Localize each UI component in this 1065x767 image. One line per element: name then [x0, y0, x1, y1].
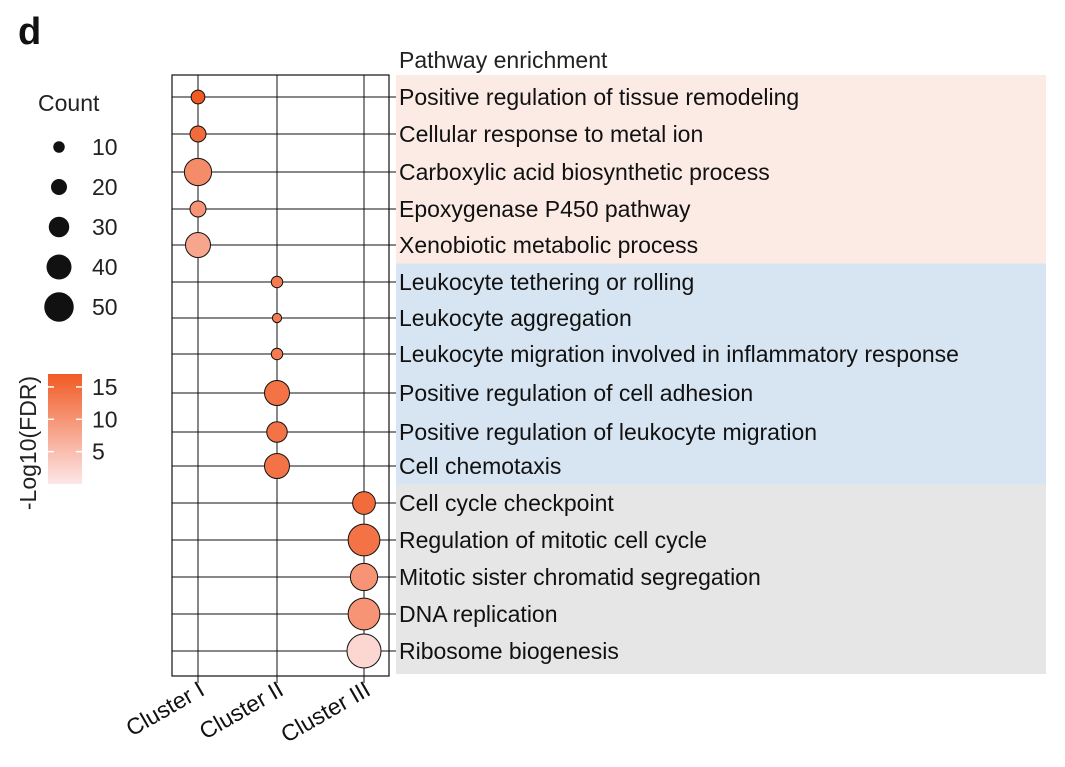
pathway-label: Positive regulation of cell adhesion	[399, 380, 753, 406]
size-legend-key	[53, 141, 65, 153]
size-legend-label: 50	[92, 294, 118, 320]
color-legend: 15 10 5	[48, 374, 118, 484]
color-legend-title: -Log10(FDR)	[15, 376, 41, 510]
color-legend-bar	[48, 374, 82, 484]
chart-title: Pathway enrichment	[399, 47, 608, 73]
enrichment-point	[190, 89, 206, 105]
pathway-label: Mitotic sister chromatid segregation	[399, 564, 761, 590]
enrichment-point	[264, 453, 290, 479]
color-legend-label: 5	[92, 439, 105, 465]
pathway-label: Carboxylic acid biosynthetic process	[399, 159, 770, 185]
enrichment-point	[189, 125, 207, 143]
pathway-group-band	[396, 263, 1046, 485]
plot-frame	[171, 74, 390, 677]
enrichment-point	[347, 523, 381, 557]
pathway-group-bands	[396, 75, 1046, 674]
size-legend: 10 20 30 40 50	[44, 134, 118, 322]
enrichment-point	[271, 312, 283, 324]
enrichment-point	[346, 633, 382, 669]
pathway-label: Leukocyte aggregation	[399, 305, 632, 331]
pathway-label: Cell chemotaxis	[399, 453, 561, 479]
pathway-group-band	[396, 484, 1046, 674]
pathway-label: Leukocyte migration involved in inflamma…	[399, 341, 959, 367]
enrichment-point	[352, 491, 376, 515]
pathway-label: Positive regulation of leukocyte migrati…	[399, 419, 817, 445]
panel-label: d	[18, 11, 41, 53]
enrichment-point	[270, 275, 284, 289]
pathway-group-band	[396, 75, 1046, 264]
pathway-label: Ribosome biogenesis	[399, 638, 619, 664]
color-legend-label: 10	[92, 406, 118, 432]
size-legend-label: 40	[92, 254, 118, 280]
enrichment-point	[183, 157, 213, 187]
enrichment-point	[185, 232, 211, 258]
size-legend-key	[51, 179, 67, 195]
pathway-label: Regulation of mitotic cell cycle	[399, 527, 707, 553]
size-legend-label: 30	[92, 214, 118, 240]
pathway-label: Xenobiotic metabolic process	[399, 232, 698, 258]
size-legend-title: Count	[38, 90, 100, 116]
pathway-labels: Positive regulation of tissue remodeling…	[399, 84, 959, 664]
color-legend-label: 15	[92, 374, 118, 400]
enrichment-point	[189, 200, 207, 218]
enrichment-point	[270, 347, 284, 361]
cluster-label: Cluster II	[195, 676, 288, 745]
pathway-label: Cell cycle checkpoint	[399, 490, 614, 516]
pathway-label: Positive regulation of tissue remodeling	[399, 84, 799, 110]
cluster-label: Cluster I	[121, 676, 208, 741]
size-legend-key	[44, 292, 74, 322]
pathway-label: Leukocyte tethering or rolling	[399, 269, 694, 295]
enrichment-point	[264, 380, 290, 406]
size-legend-label: 20	[92, 174, 118, 200]
cluster-label: Cluster III	[276, 676, 374, 748]
pathway-label: DNA replication	[399, 601, 558, 627]
size-legend-key	[46, 254, 72, 280]
pathway-label: Epoxygenase P450 pathway	[399, 196, 691, 222]
enrichment-point	[266, 421, 288, 443]
enrichment-points	[183, 89, 382, 669]
size-legend-key	[48, 216, 70, 238]
pathway-label: Cellular response to metal ion	[399, 121, 703, 147]
size-legend-label: 10	[92, 134, 118, 160]
enrichment-point	[349, 562, 379, 592]
enrichment-point	[347, 597, 381, 631]
